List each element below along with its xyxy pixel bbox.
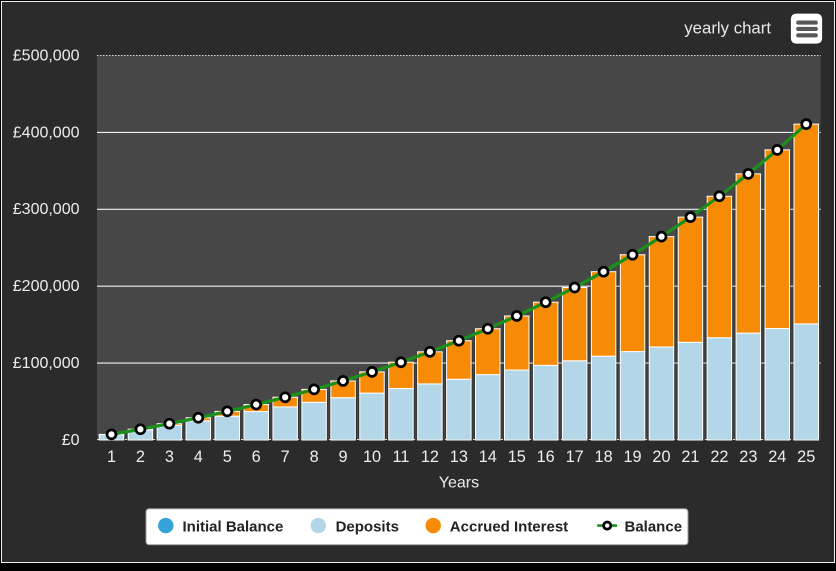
svg-text:5: 5 (223, 448, 232, 466)
svg-text:Accrued Interest: Accrued Interest (450, 518, 568, 535)
svg-text:16: 16 (537, 448, 555, 466)
svg-text:3: 3 (165, 448, 174, 466)
svg-text:20: 20 (652, 448, 670, 466)
svg-text:15: 15 (508, 448, 526, 466)
svg-text:4: 4 (194, 448, 203, 466)
svg-text:8: 8 (310, 448, 319, 466)
svg-text:Deposits: Deposits (336, 518, 399, 535)
svg-text:1: 1 (107, 448, 116, 466)
svg-text:23: 23 (739, 448, 757, 466)
svg-text:2: 2 (136, 448, 145, 466)
svg-text:Initial Balance: Initial Balance (183, 518, 284, 535)
svg-text:£400,000: £400,000 (13, 124, 80, 141)
svg-text:£100,000: £100,000 (13, 355, 80, 372)
svg-text:Balance: Balance (625, 518, 683, 535)
svg-text:10: 10 (363, 448, 381, 466)
svg-text:18: 18 (595, 448, 613, 466)
svg-text:Years: Years (439, 475, 479, 492)
svg-text:£0: £0 (62, 432, 80, 449)
svg-text:13: 13 (450, 448, 468, 466)
svg-text:yearly chart: yearly chart (684, 19, 771, 38)
svg-text:9: 9 (339, 448, 348, 466)
svg-text:£300,000: £300,000 (13, 201, 80, 218)
svg-text:11: 11 (392, 448, 409, 466)
svg-text:25: 25 (797, 448, 815, 466)
svg-text:7: 7 (281, 448, 290, 466)
svg-text:£200,000: £200,000 (13, 278, 80, 295)
svg-text:19: 19 (623, 448, 641, 466)
svg-text:17: 17 (566, 448, 584, 466)
svg-text:21: 21 (681, 448, 699, 466)
svg-text:22: 22 (710, 448, 728, 466)
svg-text:6: 6 (252, 448, 261, 466)
svg-text:14: 14 (479, 448, 497, 466)
svg-text:12: 12 (421, 448, 439, 466)
svg-text:24: 24 (768, 448, 786, 466)
svg-text:£500,000: £500,000 (13, 47, 80, 64)
